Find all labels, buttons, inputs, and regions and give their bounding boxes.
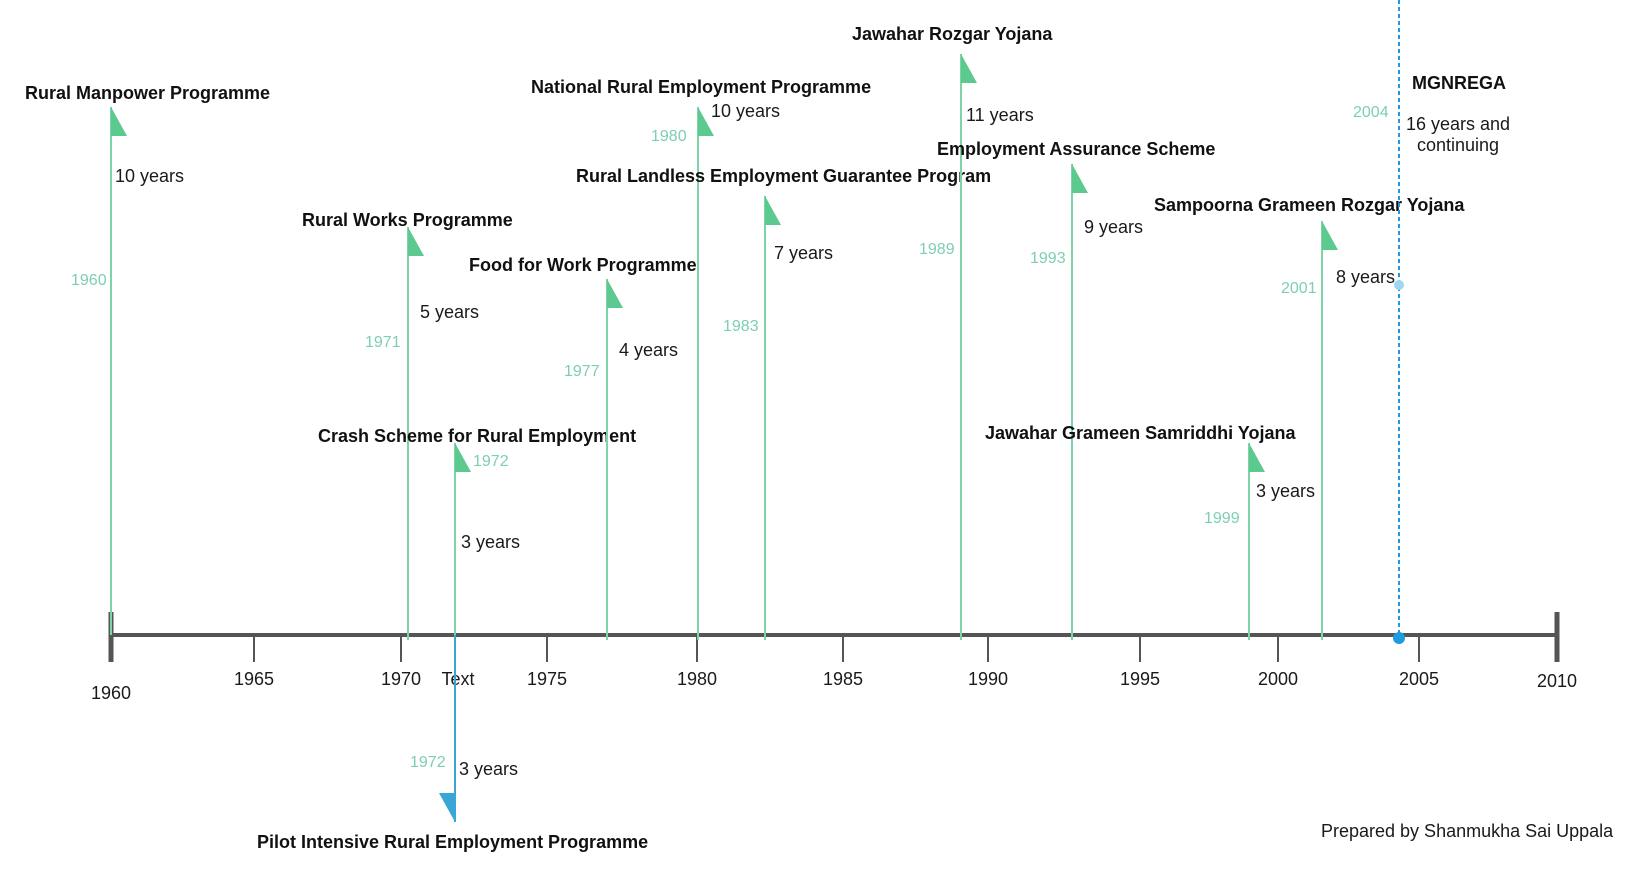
event-duration: 7 years [774,243,833,263]
flag-icon [698,107,714,136]
tick-label-1960: 1960 [91,683,131,703]
tick-label-1980: 1980 [677,669,717,689]
event-year: 1993 [1030,250,1066,267]
event-year: 1972 [410,754,446,771]
event-duration: 8 years [1336,267,1395,287]
event-title: Jawahar Rozgar Yojana [852,24,1053,44]
tick-label-2005: 2005 [1399,669,1439,689]
event-rural-manpower: Rural Manpower Programme 10 years 1960 [25,83,270,635]
flag-icon [961,54,977,83]
event-title: Crash Scheme for Rural Employment [318,426,636,446]
event-year: 1999 [1204,510,1240,527]
event-duration: 3 years [459,759,518,779]
event-duration: 4 years [619,340,678,360]
event-year: 1983 [723,318,759,335]
event-duration: 3 years [461,532,520,552]
flag-icon [765,196,781,225]
tick-label-2000: 2000 [1258,669,1298,689]
time-axis: 1960 1965 1970 Text 1975 1980 1985 1990 … [91,612,1577,703]
tick-label-1990: 1990 [968,669,1008,689]
event-title: Rural Landless Employment Guarantee Prog… [576,166,991,186]
flag-icon [1322,221,1338,250]
flag-icon [439,793,455,822]
event-year: 1972 [473,453,509,470]
event-title: Jawahar Grameen Samriddhi Yojana [985,423,1296,443]
event-duration: 11 years [966,105,1034,125]
marker-dot-light [1394,280,1404,290]
tick-label-1970: 1970 [381,669,421,689]
event-rlegp: Rural Landless Employment Guarantee Prog… [576,166,991,640]
flag-icon [607,279,623,308]
event-title: Sampoorna Grameen Rozgar Yojana [1154,195,1465,215]
event-mgnrega: MGNREGA 16 years and continuing 2004 [1353,0,1510,644]
tick-label-2010: 2010 [1537,671,1577,691]
event-sgry: Sampoorna Grameen Rozgar Yojana 8 years … [1154,195,1465,640]
event-year: 2001 [1281,280,1317,297]
event-title: Pilot Intensive Rural Employment Program… [257,832,648,852]
event-jry: Jawahar Rozgar Yojana 11 years 1989 [852,24,1053,640]
event-title: Rural Manpower Programme [25,83,270,103]
tick-label-1965: 1965 [234,669,274,689]
author-credit: Prepared by Shanmukha Sai Uppala [1321,821,1614,841]
event-duration: 3 years [1256,481,1315,501]
event-year: 1989 [919,241,955,258]
event-year: 1971 [365,334,401,351]
event-duration: 9 years [1084,217,1143,237]
event-year: 2004 [1353,104,1389,121]
tick-label-1975: 1975 [527,669,567,689]
event-year: 1980 [651,128,687,145]
event-rural-works: Rural Works Programme 5 years 1971 [302,210,513,640]
event-nrep: National Rural Employment Programme 10 y… [531,77,871,640]
event-duration: 10 years [115,166,184,186]
event-duration-line2: continuing [1417,135,1499,155]
event-title: MGNREGA [1412,73,1506,93]
tick-label-1985: 1985 [823,669,863,689]
event-duration: 10 years [711,101,780,121]
tick-label-text: Text [441,669,474,689]
marker-dot[interactable] [1393,632,1405,644]
event-food-for-work: Food for Work Programme 4 years 1977 [469,255,697,640]
flag-icon [111,107,127,136]
event-jgsy: Jawahar Grameen Samriddhi Yojana 3 years… [985,423,1315,640]
event-pirep: Pilot Intensive Rural Employment Program… [257,635,648,852]
event-year: 1960 [71,272,107,289]
event-title: Rural Works Programme [302,210,513,230]
event-year: 1977 [564,363,600,380]
event-title: Food for Work Programme [469,255,697,275]
event-eas: Employment Assurance Scheme 9 years 1993 [937,139,1215,640]
tick-label-1995: 1995 [1120,669,1160,689]
event-duration-line1: 16 years and [1406,114,1510,134]
event-crash-scheme: Crash Scheme for Rural Employment 3 year… [318,426,636,640]
flag-icon [1072,164,1088,193]
flag-icon [1249,443,1265,472]
flag-icon [455,443,471,472]
event-title: Employment Assurance Scheme [937,139,1215,159]
flag-icon [408,227,424,256]
event-title: National Rural Employment Programme [531,77,871,97]
event-duration: 5 years [420,302,479,322]
